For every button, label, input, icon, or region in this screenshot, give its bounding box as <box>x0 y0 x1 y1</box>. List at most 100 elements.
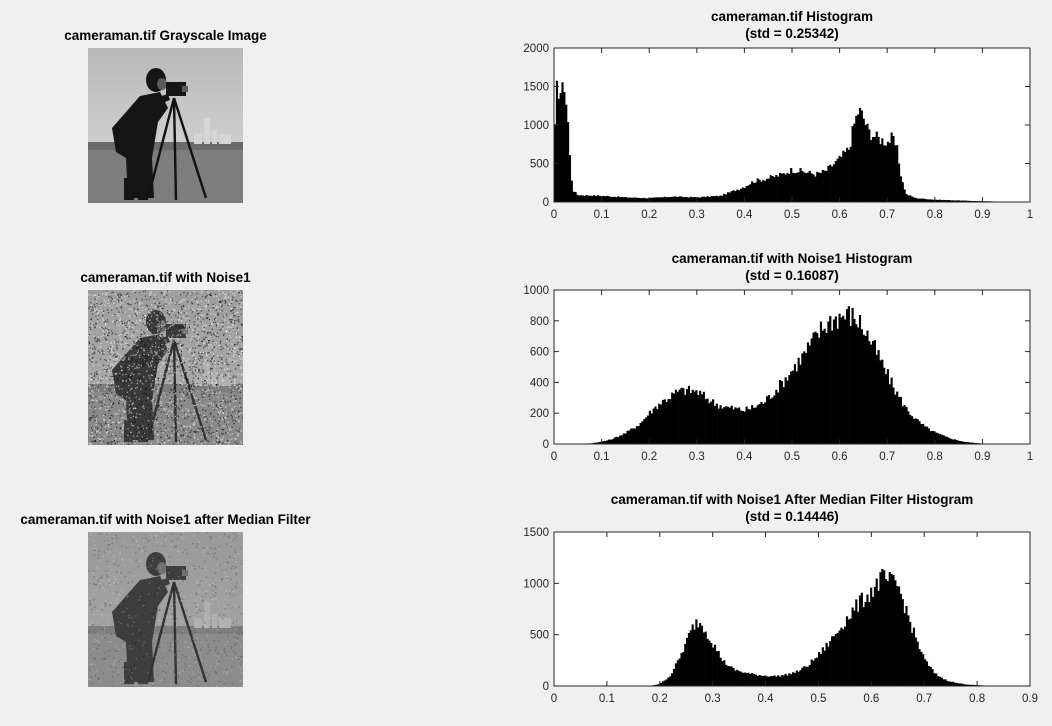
histogram-bar <box>717 196 720 202</box>
histogram-bar <box>918 649 921 686</box>
histogram-bar <box>797 172 800 202</box>
histogram-bar <box>751 673 754 686</box>
x-tick-label: 0.1 <box>594 451 610 463</box>
histogram-bar <box>840 317 843 444</box>
histogram-bar <box>754 182 757 202</box>
histogram-bar <box>645 417 648 444</box>
histogram-bar <box>935 432 938 444</box>
histogram-bar <box>888 142 891 202</box>
histogram-bar <box>689 630 692 686</box>
histogram-bar <box>955 682 958 686</box>
histogram-bar <box>652 197 655 202</box>
histogram-bar <box>732 409 735 444</box>
histogram-bar <box>818 652 821 686</box>
histogram-bar <box>734 191 737 202</box>
histogram-bar <box>875 578 878 686</box>
x-tick-label: 0.5 <box>784 451 800 463</box>
histogram-bar <box>565 104 568 202</box>
histogram-bar <box>847 306 850 444</box>
histogram-bar <box>633 197 637 202</box>
y-tick-label: 0 <box>543 681 549 693</box>
histogram-bar <box>942 199 945 202</box>
histogram-bar <box>663 680 666 686</box>
histogram-bar <box>764 675 767 686</box>
histogram-bar <box>645 198 648 202</box>
histogram-bar <box>671 392 674 444</box>
histogram-bar <box>613 437 616 444</box>
histogram-bar <box>879 360 882 444</box>
histogram-bar <box>706 196 709 202</box>
histogram-bar <box>760 402 763 444</box>
histogram-bar <box>816 333 819 444</box>
histogram-bar <box>801 667 804 686</box>
histogram-bar <box>914 197 917 202</box>
histogram-bar <box>568 155 572 202</box>
histogram-bar <box>710 196 713 202</box>
histogram-bar <box>710 642 713 686</box>
histogram-bar <box>912 627 916 686</box>
histogram-bar <box>555 80 559 202</box>
histogram-bar <box>693 391 696 444</box>
histogram-bar <box>700 196 704 202</box>
histogram-bar <box>871 137 875 202</box>
histogram-bar <box>752 674 756 686</box>
histogram-bar <box>678 196 681 202</box>
histogram-bar <box>713 196 717 202</box>
histogram-bar <box>944 436 947 444</box>
histogram-bar <box>868 341 871 444</box>
histogram-bar <box>741 672 744 686</box>
histogram-bar <box>680 387 683 444</box>
histogram-bar <box>823 170 826 202</box>
histogram-bar <box>728 192 731 202</box>
histogram-bar <box>909 195 912 202</box>
histogram-bar <box>658 197 661 202</box>
histogram-bar <box>607 196 611 202</box>
histogram-bar <box>585 195 588 202</box>
histogram-bar <box>673 668 676 686</box>
chart-title-text: cameraman.tif with Noise1 Histogram <box>671 251 913 266</box>
histogram-bar <box>918 198 921 202</box>
chart-subtitle-text: (std = 0.14446) <box>745 509 839 524</box>
histogram-bar <box>730 405 733 444</box>
histogram-bar <box>702 391 705 444</box>
histogram-bar <box>847 619 850 686</box>
chart-title-text: cameraman.tif Histogram <box>710 9 874 24</box>
histogram-bar <box>751 181 754 202</box>
histogram-bar <box>719 195 722 202</box>
histogram-bar <box>593 442 596 444</box>
histogram-bar <box>832 636 836 686</box>
histogram-bar <box>901 182 904 202</box>
histogram-bar <box>864 601 867 686</box>
histogram-bar <box>849 146 852 202</box>
histogram-bar <box>953 682 956 686</box>
histogram-bar <box>792 370 795 444</box>
histogram-bar <box>650 197 653 202</box>
tripod-leg <box>172 97 178 201</box>
histogram-bar <box>819 654 823 686</box>
histogram-bar <box>609 439 612 444</box>
histogram-bar <box>834 634 837 686</box>
histogram-bar <box>963 441 966 444</box>
histogram-bar <box>890 377 893 444</box>
histogram-bar <box>751 405 754 444</box>
histogram-bar <box>775 174 778 202</box>
histogram-bar <box>812 332 815 444</box>
histogram-bar <box>877 350 880 444</box>
histogram-bar <box>717 408 720 444</box>
coat <box>112 334 168 440</box>
histogram-bar <box>925 661 929 686</box>
histogram-bar <box>799 168 802 202</box>
histogram-bar <box>851 607 854 686</box>
histogram-bar <box>674 196 678 202</box>
histogram-bar <box>587 195 590 202</box>
histogram-bar <box>870 587 873 686</box>
x-tick-label: 0.6 <box>832 209 848 221</box>
building <box>194 618 202 628</box>
histogram-bar <box>944 679 947 686</box>
histogram-bar <box>758 675 761 686</box>
histogram-bar <box>617 437 620 444</box>
histogram-bar <box>680 653 683 686</box>
histogram-bar <box>868 129 871 202</box>
bars <box>648 568 1005 686</box>
x-tick-label: 0 <box>551 693 557 705</box>
